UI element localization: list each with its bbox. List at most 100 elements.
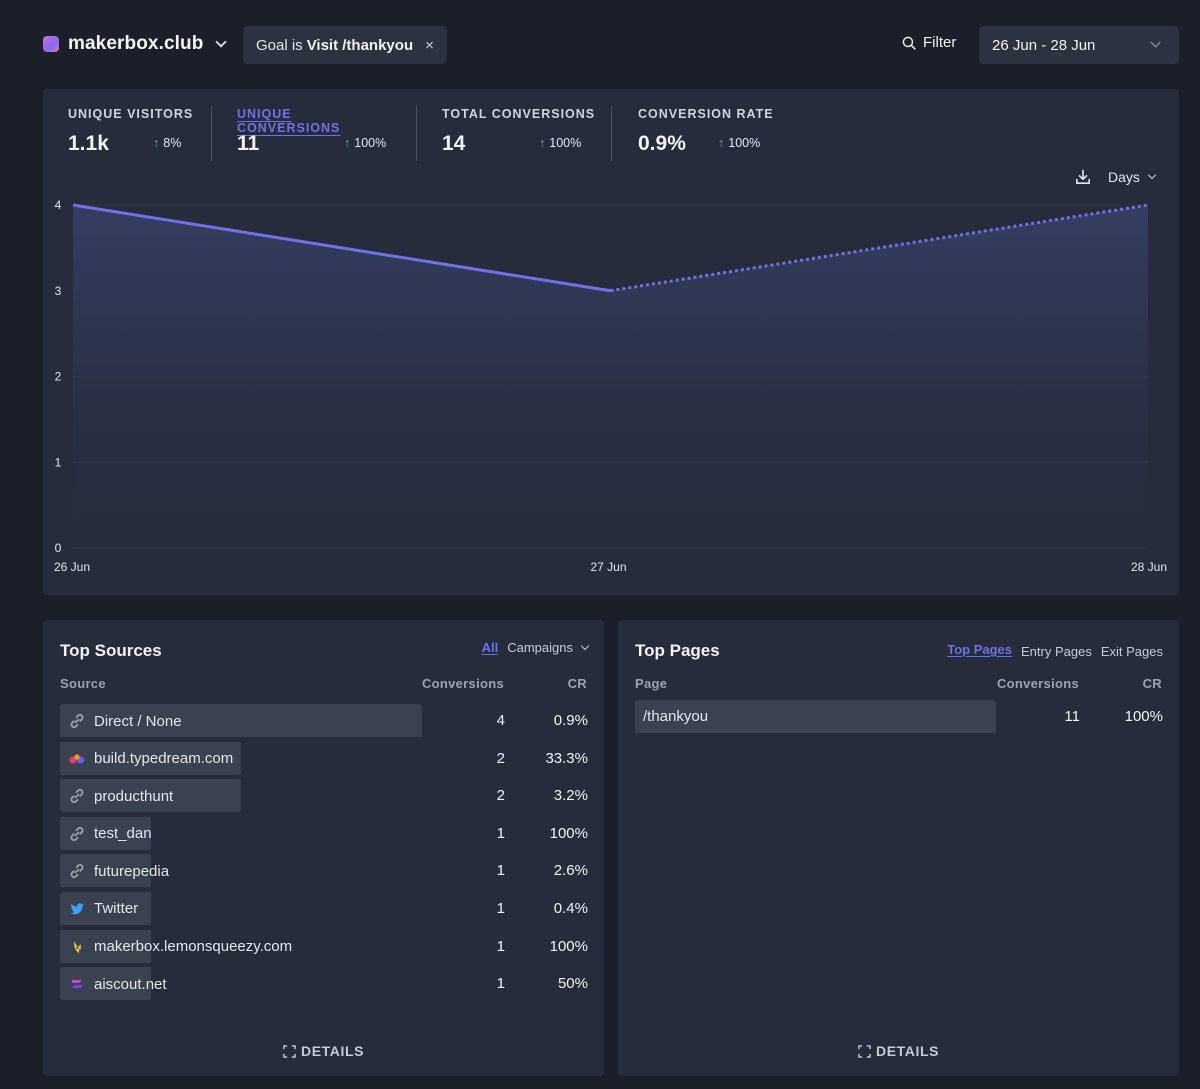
proportion-bar (60, 779, 241, 813)
column-header-source: Source (60, 676, 106, 691)
row-cr: 0.4% (553, 899, 588, 917)
row-cr: 2.6% (553, 862, 588, 880)
y-tick-label: 1 (55, 455, 62, 469)
row-label-text: aiscout.net (94, 975, 167, 993)
sources-details-button[interactable]: DETAILS (283, 1043, 364, 1059)
x-tick-label: 26 Jun (54, 560, 90, 574)
site-switcher[interactable]: makerbox.club (43, 33, 228, 55)
interval-select[interactable]: Days (1108, 169, 1157, 185)
tab-all[interactable]: All (481, 640, 499, 655)
filter-button[interactable]: Filter (902, 34, 956, 51)
metric-unique-visitors[interactable]: UNIQUE VISITORS 1.1k ↑ 8% (68, 107, 213, 162)
row-label[interactable]: Twitter (68, 900, 138, 918)
column-header-page: Page (635, 676, 668, 691)
x-tick-label: 28 Jun (1131, 560, 1167, 574)
row-conversions: 1 (496, 937, 505, 955)
site-favicon-icon (43, 36, 59, 52)
date-range-picker[interactable]: 26 Jun - 28 Jun (979, 26, 1179, 64)
metric-unique-conversions[interactable]: UNIQUE CONVERSIONS 11 ↑ 100% (237, 107, 397, 162)
proportion-bar (635, 700, 996, 733)
metric-total-conversions[interactable]: TOTAL CONVERSIONS 14 ↑ 100% (442, 107, 602, 162)
metric-label: CONVERSION RATE (638, 107, 774, 121)
metric-value: 14 (442, 132, 466, 155)
top-bar: makerbox.club Goal is Visit /thankyou × … (0, 0, 1200, 90)
top-pages-title: Top Pages (635, 641, 720, 660)
row-conversions: 1 (496, 824, 505, 842)
list-item[interactable]: futurepedia 1 2.6% (60, 853, 588, 891)
metric-divider (416, 106, 417, 161)
list-item[interactable]: producthunt 2 3.2% (60, 778, 588, 816)
list-item[interactable]: Twitter 1 0.4% (60, 891, 588, 929)
column-header-conversions: Conversions (996, 676, 1079, 691)
link-icon (68, 712, 86, 730)
row-label[interactable]: Direct / None (68, 712, 182, 730)
series-line-solid (72, 203, 611, 293)
close-icon[interactable]: × (425, 36, 434, 54)
metric-conversion-rate[interactable]: CONVERSION RATE 0.9% ↑ 100% (638, 107, 798, 162)
top-sources-card: Top Sources All Campaigns Source Convers… (43, 620, 604, 1076)
row-cr: 0.9% (553, 712, 588, 729)
expand-icon (858, 1044, 871, 1058)
column-header-cr: CR (1142, 676, 1162, 691)
metric-label[interactable]: UNIQUE CONVERSIONS (237, 107, 341, 135)
typedream-icon (68, 750, 86, 768)
row-label[interactable]: producthunt (68, 787, 173, 805)
metric-change-value: 8% (163, 136, 182, 150)
metric-value: 11 (237, 132, 260, 155)
list-item[interactable]: Direct / None 4 0.9% (60, 703, 588, 741)
row-label[interactable]: /thankyou (643, 708, 708, 725)
series-area-fill (73, 205, 1148, 548)
x-tick-label: 27 Jun (590, 560, 626, 574)
chevron-down-icon[interactable] (580, 641, 590, 650)
list-item[interactable]: build.typedream.com 2 33.3% (60, 741, 588, 779)
row-label[interactable]: aiscout.net (68, 975, 167, 993)
row-conversions: 2 (496, 749, 505, 767)
arrow-up-icon: ↑ (153, 136, 160, 150)
details-label: DETAILS (876, 1043, 940, 1059)
row-label[interactable]: futurepedia (68, 862, 169, 880)
goal-filter-pill[interactable]: Goal is Visit /thankyou × (243, 26, 447, 64)
row-cr: 100% (549, 937, 588, 955)
twitter-icon (68, 900, 86, 918)
row-label-text: /thankyou (643, 708, 709, 725)
proportion-bar (60, 816, 151, 850)
lemonsqueezy-icon (68, 938, 86, 956)
expand-icon (283, 1044, 296, 1058)
pages-list: /thankyou 11 100% (635, 699, 1163, 737)
tab-top-pages[interactable]: Top Pages (947, 642, 1013, 657)
arrow-up-icon: ↑ (539, 136, 546, 150)
list-item[interactable]: /thankyou 11 100% (635, 699, 1163, 737)
metric-label: TOTAL CONVERSIONS (442, 107, 596, 121)
metric-value: 1.1k (68, 132, 109, 155)
row-label[interactable]: build.typedream.com (68, 750, 233, 768)
row-label-text: test_dan (94, 825, 152, 843)
row-label[interactable]: makerbox.lemonsqueezy.com (68, 938, 292, 956)
row-cr: 100% (549, 824, 588, 842)
tab-entry-pages[interactable]: Entry Pages (1021, 644, 1092, 659)
column-header-conversions: Conversions (421, 676, 504, 691)
proportion-bar (60, 741, 241, 775)
y-tick-label: 4 (55, 198, 62, 212)
list-item[interactable]: test_dan 1 100% (60, 816, 588, 854)
tab-campaigns[interactable]: Campaigns (507, 640, 573, 655)
arrow-up-icon: ↑ (718, 136, 725, 150)
metric-divider (211, 106, 212, 161)
download-icon[interactable] (1075, 169, 1091, 185)
row-cr: 33.3% (545, 749, 588, 767)
tab-exit-pages[interactable]: Exit Pages (1100, 644, 1163, 659)
list-item[interactable]: makerbox.lemonsqueezy.com 1 100% (60, 929, 588, 967)
column-header-cr: CR (567, 676, 587, 691)
date-range-label: 26 Jun - 28 Jun (992, 36, 1096, 54)
series-line-dashed (610, 203, 1149, 293)
metric-change: ↑ 100% (539, 136, 581, 150)
chevron-down-icon (215, 35, 228, 48)
row-label-text: futurepedia (94, 862, 170, 880)
row-cr: 100% (1124, 708, 1163, 725)
goal-filter-prefix: Goal is (256, 36, 303, 54)
row-label[interactable]: test_dan (68, 825, 152, 843)
metric-divider (611, 106, 612, 161)
list-item[interactable]: aiscout.net 1 50% (60, 966, 588, 1004)
row-label-text: makerbox.lemonsqueezy.com (94, 938, 293, 956)
pages-details-button[interactable]: DETAILS (858, 1043, 939, 1059)
arrow-up-icon: ↑ (344, 136, 351, 150)
